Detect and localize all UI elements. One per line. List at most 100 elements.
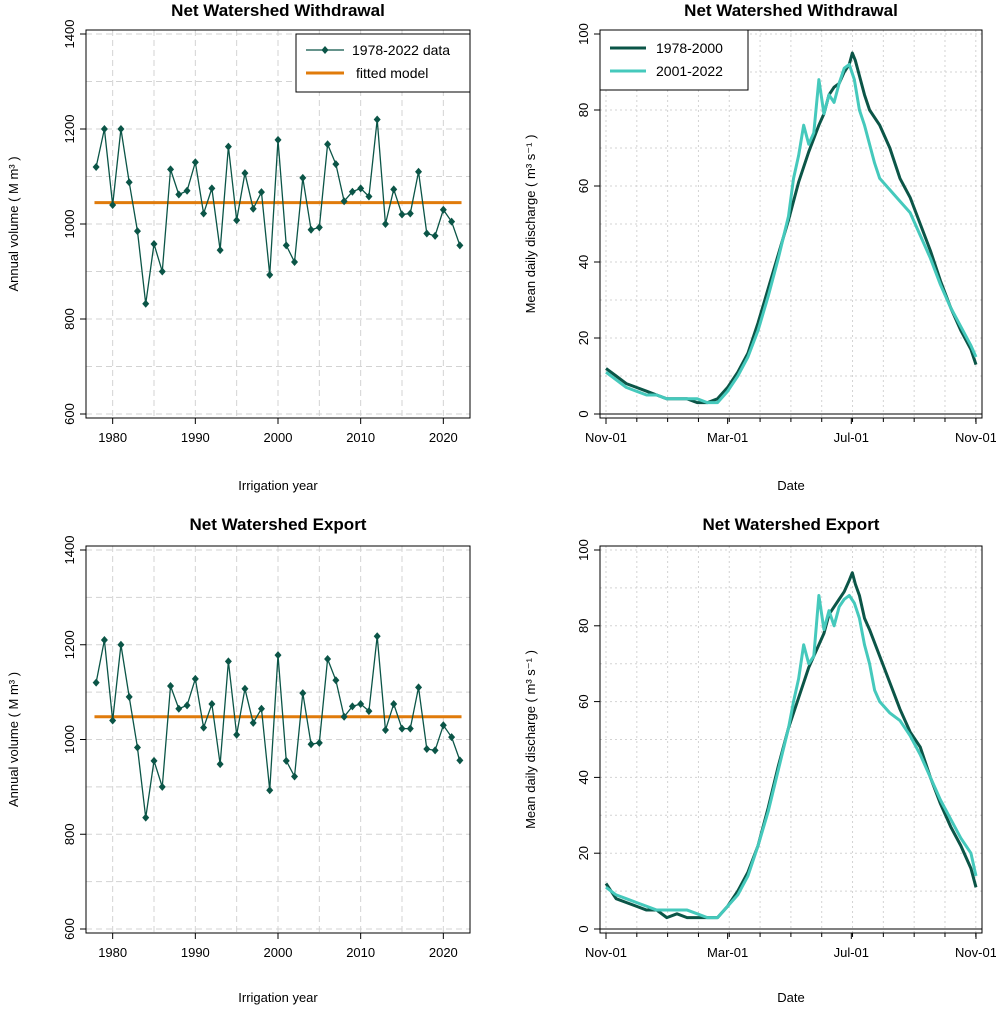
data-point-marker (183, 186, 191, 195)
data-point-marker (423, 229, 431, 238)
data-point-marker (191, 158, 199, 167)
x-tick-label: 2010 (346, 945, 375, 960)
data-point-marker (208, 184, 216, 193)
data-point-marker (175, 190, 183, 199)
y-tick-label: 0 (576, 925, 591, 932)
chart-bl: Net Watershed Export 600 800 1000 1200 1400 19… (6, 515, 471, 1005)
x-tick-label: 1980 (98, 430, 127, 445)
y-axis-label: Mean daily discharge ( m³ s⁻¹ ) (523, 135, 538, 314)
x-tick-label: Mar-01 (707, 430, 748, 445)
y-axis-label: Annual volume ( M m³ ) (6, 156, 21, 291)
chart-title: Net Watershed Export (190, 515, 367, 534)
y-tick-label: 1000 (62, 725, 77, 754)
x-axis-label: Date (777, 478, 804, 493)
data-point-marker (125, 692, 133, 701)
data-point-marker (133, 743, 141, 752)
x-tick-label: Nov-01 (955, 430, 996, 445)
data-point-marker (315, 738, 323, 747)
y-tick-label: 800 (62, 308, 77, 330)
data-point-marker (291, 258, 299, 266)
data-point-marker (357, 699, 365, 708)
data-point-marker (398, 210, 406, 219)
y-tick-label: 1400 (62, 536, 77, 565)
data-point-marker (381, 220, 389, 228)
series-line-1978-2000 (604, 571, 978, 920)
y-tick-label: 80 (576, 619, 591, 633)
data-point-marker (208, 699, 216, 708)
data-point-marker (117, 640, 125, 649)
data-point-marker (142, 299, 150, 308)
chart-br: Net Watershed Export 0 20 40 60 80 100 Nov-01 Ma… (523, 515, 996, 1005)
data-point-marker (431, 231, 439, 240)
data-point-marker (241, 684, 249, 693)
x-tick-label: Nov-01 (585, 430, 627, 445)
y-axis-label: Mean daily discharge ( m³ s⁻¹ ) (523, 650, 538, 829)
y-tick-label: 600 (62, 403, 77, 425)
data-point-marker (348, 702, 356, 711)
data-point-marker (224, 142, 232, 151)
data-point-marker (357, 184, 365, 193)
x-tick-label: Nov-01 (955, 945, 996, 960)
data-point-marker (274, 651, 282, 660)
data-point-marker (406, 724, 414, 733)
data-point-marker (365, 192, 373, 201)
data-point-marker (439, 205, 447, 214)
data-point-marker (299, 173, 307, 182)
data-point-marker (257, 188, 265, 197)
y-tick-label: 60 (576, 179, 591, 193)
data-point-marker (216, 760, 224, 769)
data-point-marker (233, 216, 241, 225)
data-point-marker (332, 676, 340, 685)
data-point-marker (100, 636, 108, 645)
y-tick-label: 1000 (62, 210, 77, 239)
legend-box (599, 29, 749, 91)
data-point-marker (415, 683, 423, 692)
data-point-marker (390, 699, 398, 708)
legend-label-data: 1978-2022 data (352, 42, 450, 58)
data-point-marker (340, 712, 348, 721)
data-point-marker (109, 716, 117, 725)
y-tick-label: 60 (576, 694, 591, 708)
series-line-2001-2022 (605, 593, 978, 920)
data-point-marker (100, 125, 108, 133)
x-tick-label: 2020 (429, 430, 458, 445)
x-axis-label: Irrigation year (238, 478, 318, 493)
legend-marker-data (321, 46, 329, 54)
data-point-marker (249, 718, 257, 727)
data-point-marker (125, 178, 133, 187)
data-point-marker (456, 241, 464, 250)
y-tick-label: 1400 (62, 20, 77, 49)
data-point-marker (415, 167, 423, 176)
data-point-marker (216, 246, 224, 255)
data-point-marker (406, 209, 414, 218)
data-point-marker (200, 723, 208, 732)
data-point-marker (158, 267, 166, 276)
data-point-marker (365, 707, 373, 716)
y-tick-label: 80 (576, 103, 591, 117)
y-tick-label: 1200 (62, 630, 77, 659)
data-point-marker (167, 681, 175, 690)
data-point-marker (175, 704, 183, 713)
data-point-marker (257, 704, 265, 713)
data-point-marker (348, 187, 356, 196)
x-axis-label: Irrigation year (238, 990, 318, 1005)
data-point-marker (266, 786, 274, 795)
y-tick-label: 0 (576, 410, 591, 417)
chart-tr: Net Watershed Withdrawal 0 20 40 60 80 100 Nov-… (523, 1, 996, 493)
data-point-marker (150, 239, 158, 248)
data-point-marker (249, 204, 257, 213)
x-tick-label: Jul-01 (834, 945, 869, 960)
legend-label-1978-2000: 1978-2000 (656, 40, 723, 56)
legend-box (295, 33, 471, 93)
data-point-marker (266, 270, 274, 279)
data-point-marker (431, 746, 439, 755)
data-point-marker (291, 772, 299, 781)
data-point-marker (448, 733, 456, 742)
data-point-marker (448, 217, 456, 226)
y-tick-label: 40 (576, 770, 591, 784)
data-point-marker (200, 209, 208, 218)
y-tick-label: 40 (576, 255, 591, 269)
data-point-marker (241, 169, 249, 178)
data-point-marker (398, 724, 406, 733)
